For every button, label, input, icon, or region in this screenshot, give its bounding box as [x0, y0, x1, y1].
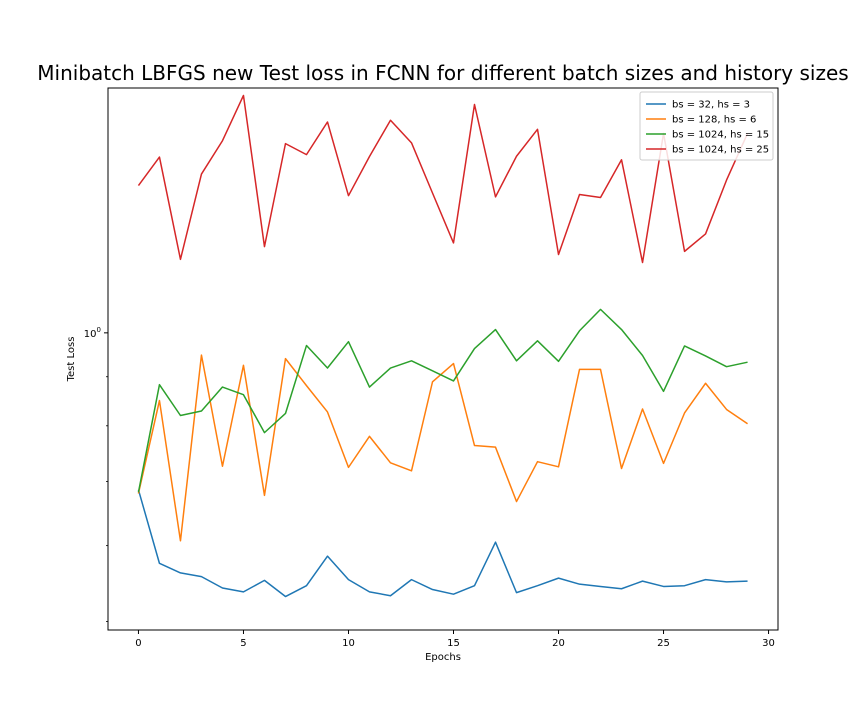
plot-frame: [107, 87, 779, 631]
x-tick-label: 15: [447, 638, 460, 649]
legend-label-2: bs = 1024, hs = 15: [672, 130, 769, 141]
x-tick-label: 0: [135, 638, 141, 649]
legend-label-3: bs = 1024, hs = 25: [672, 145, 769, 156]
series-line-3: [137, 94, 749, 264]
x-tick-label: 25: [657, 638, 670, 649]
y-axis-label: Test Loss: [66, 337, 77, 383]
legend: bs = 32, hs = 3 bs = 128, hs = 6 bs = 1024…: [639, 91, 774, 161]
plot-area: [137, 94, 749, 598]
x-tick-label: 10: [342, 638, 355, 649]
y-tick-label: 100: [84, 326, 101, 340]
x-axis: 0 5 10 15 20 25 30: [135, 630, 775, 649]
x-tick-label: 20: [552, 638, 565, 649]
legend-box: [639, 91, 774, 161]
legend-label-1: bs = 128, hs = 6: [672, 115, 756, 126]
x-tick-label: 5: [240, 638, 246, 649]
chart-title: Minibatch LBFGS new Test loss in FCNN fo…: [37, 61, 848, 85]
x-tick-label: 30: [762, 638, 775, 649]
series-line-2: [137, 308, 748, 493]
series-line-1: [137, 354, 748, 542]
legend-label-0: bs = 32, hs = 3: [672, 100, 750, 111]
series-line-0: [137, 489, 748, 598]
x-axis-label: Epochs: [425, 652, 461, 663]
y-axis: 100: [84, 326, 108, 622]
